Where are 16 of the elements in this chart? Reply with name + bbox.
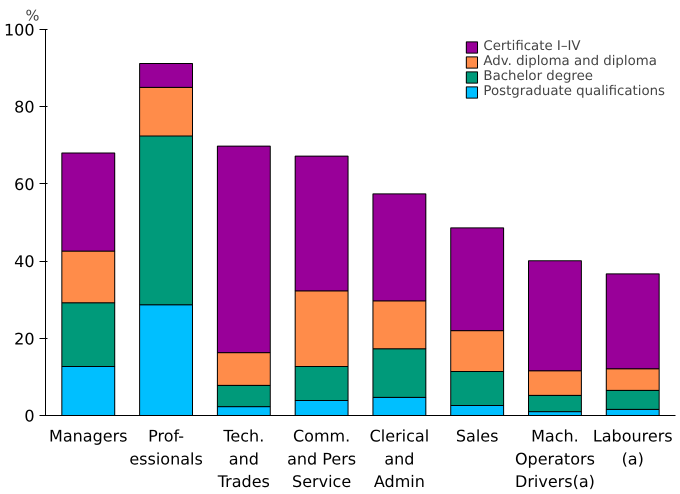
legend-label: Certificate I–IV: [483, 39, 581, 54]
legend-label: Postgraduate qualifications: [483, 84, 665, 99]
y-tick-label: 20: [14, 329, 34, 348]
x-tick-label: Prof- essionals: [129, 426, 203, 468]
legend-label: Bachelor degree: [483, 69, 593, 84]
x-tick-label: Comm. and Pers Service: [287, 426, 356, 492]
x-tick-label: Mach. Operators Drivers(a): [514, 426, 595, 492]
y-tick-label: 80: [14, 98, 34, 117]
legend-label: Adv. diploma and diploma: [483, 54, 657, 69]
y-tick-label: 40: [14, 252, 34, 272]
y-tick-label: 0: [24, 406, 35, 426]
x-tick-label: Managers: [49, 426, 128, 446]
x-tick-label: Tech. and Trades: [216, 426, 270, 492]
x-tick-label: Sales: [456, 426, 498, 446]
y-tick-label: 60: [14, 174, 34, 194]
x-tick-label: Clerical and Admin: [370, 426, 430, 492]
